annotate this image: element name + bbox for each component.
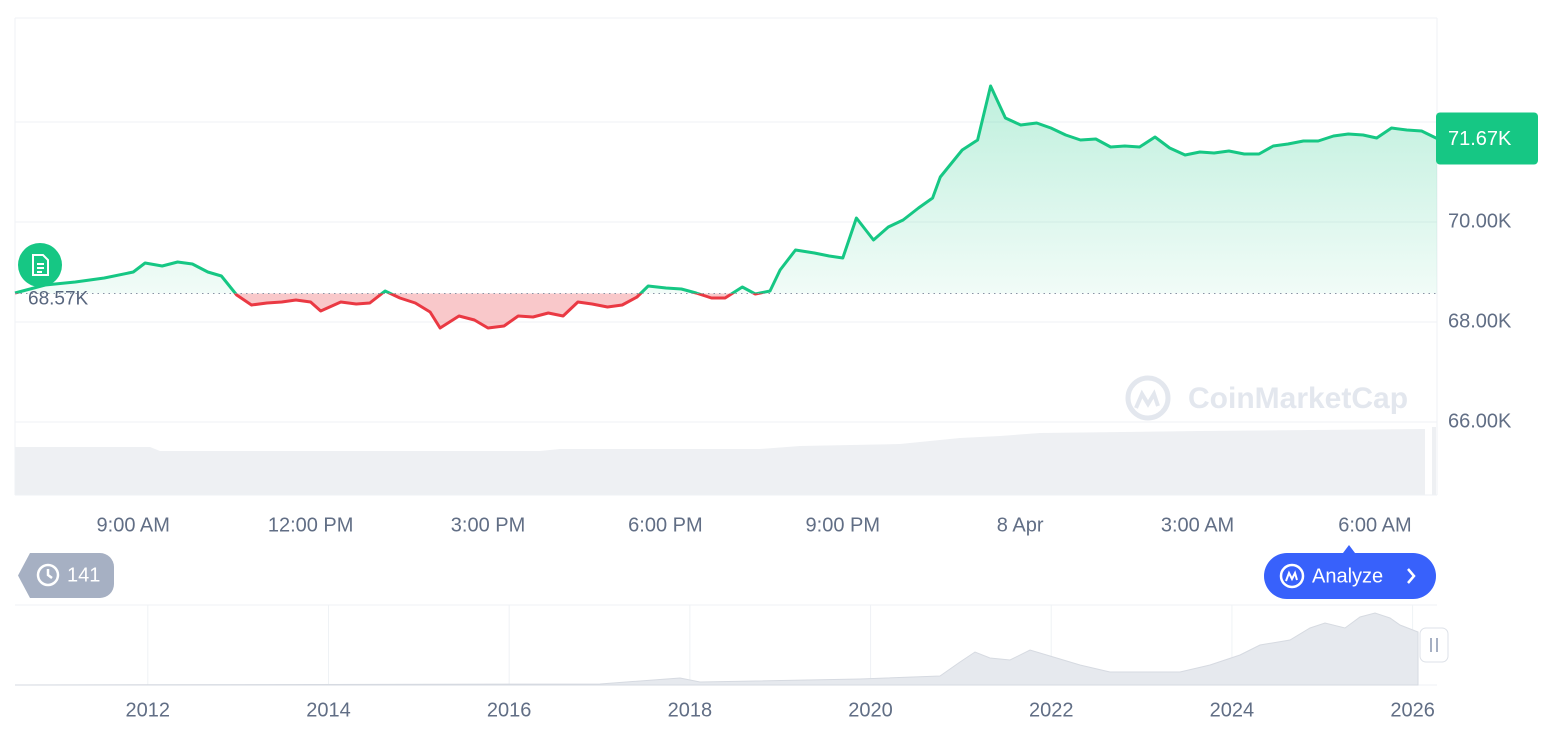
navigator-tick-label: 2020	[848, 699, 893, 721]
watermark-text: CoinMarketCap	[1188, 382, 1408, 415]
navigator-tick-label: 2012	[126, 699, 171, 721]
navigator-tick-label: 2024	[1210, 699, 1255, 721]
y-tick-label: 70.00K	[1448, 210, 1512, 232]
x-tick-label: 12:00 PM	[268, 514, 354, 536]
navigator-handle[interactable]	[1419, 627, 1449, 663]
navigator-tick-label: 2018	[668, 699, 713, 721]
watermark: CoinMarketCap	[1125, 375, 1408, 421]
last-price-badge	[1436, 112, 1538, 165]
baseline-label: 68.57K	[28, 289, 89, 310]
navigator-tick-label: 2014	[306, 699, 351, 721]
x-tick-label: 3:00 PM	[451, 514, 525, 536]
history-count: 141	[67, 564, 100, 586]
last-price-label: 71.67K	[1448, 128, 1512, 150]
y-tick-label: 66.00K	[1448, 410, 1512, 432]
navigator-tick-label: 2022	[1029, 699, 1074, 721]
navigator	[14, 604, 1449, 686]
price-area	[15, 86, 1437, 328]
analyze-button[interactable]: Analyze	[1264, 553, 1436, 599]
price-line	[14, 84, 1438, 330]
volume-bars	[15, 427, 1436, 495]
x-tick-label: 9:00 PM	[806, 514, 880, 536]
x-tick-label: 9:00 AM	[97, 514, 170, 536]
x-tick-label: 6:00 PM	[628, 514, 702, 536]
navigator-tick-label: 2026	[1390, 699, 1435, 721]
x-tick-label: 6:00 AM	[1338, 514, 1411, 536]
news-icon[interactable]	[18, 243, 62, 287]
x-tick-label: 8 Apr	[997, 514, 1044, 536]
navigator-tick-label: 2016	[487, 699, 532, 721]
history-badge[interactable]: 141	[18, 553, 114, 598]
analyze-label: Analyze	[1312, 565, 1383, 587]
cursor-marker	[1343, 545, 1355, 553]
navigator-history	[14, 612, 1419, 686]
y-tick-label: 68.00K	[1448, 310, 1512, 332]
x-tick-label: 3:00 AM	[1161, 514, 1234, 536]
